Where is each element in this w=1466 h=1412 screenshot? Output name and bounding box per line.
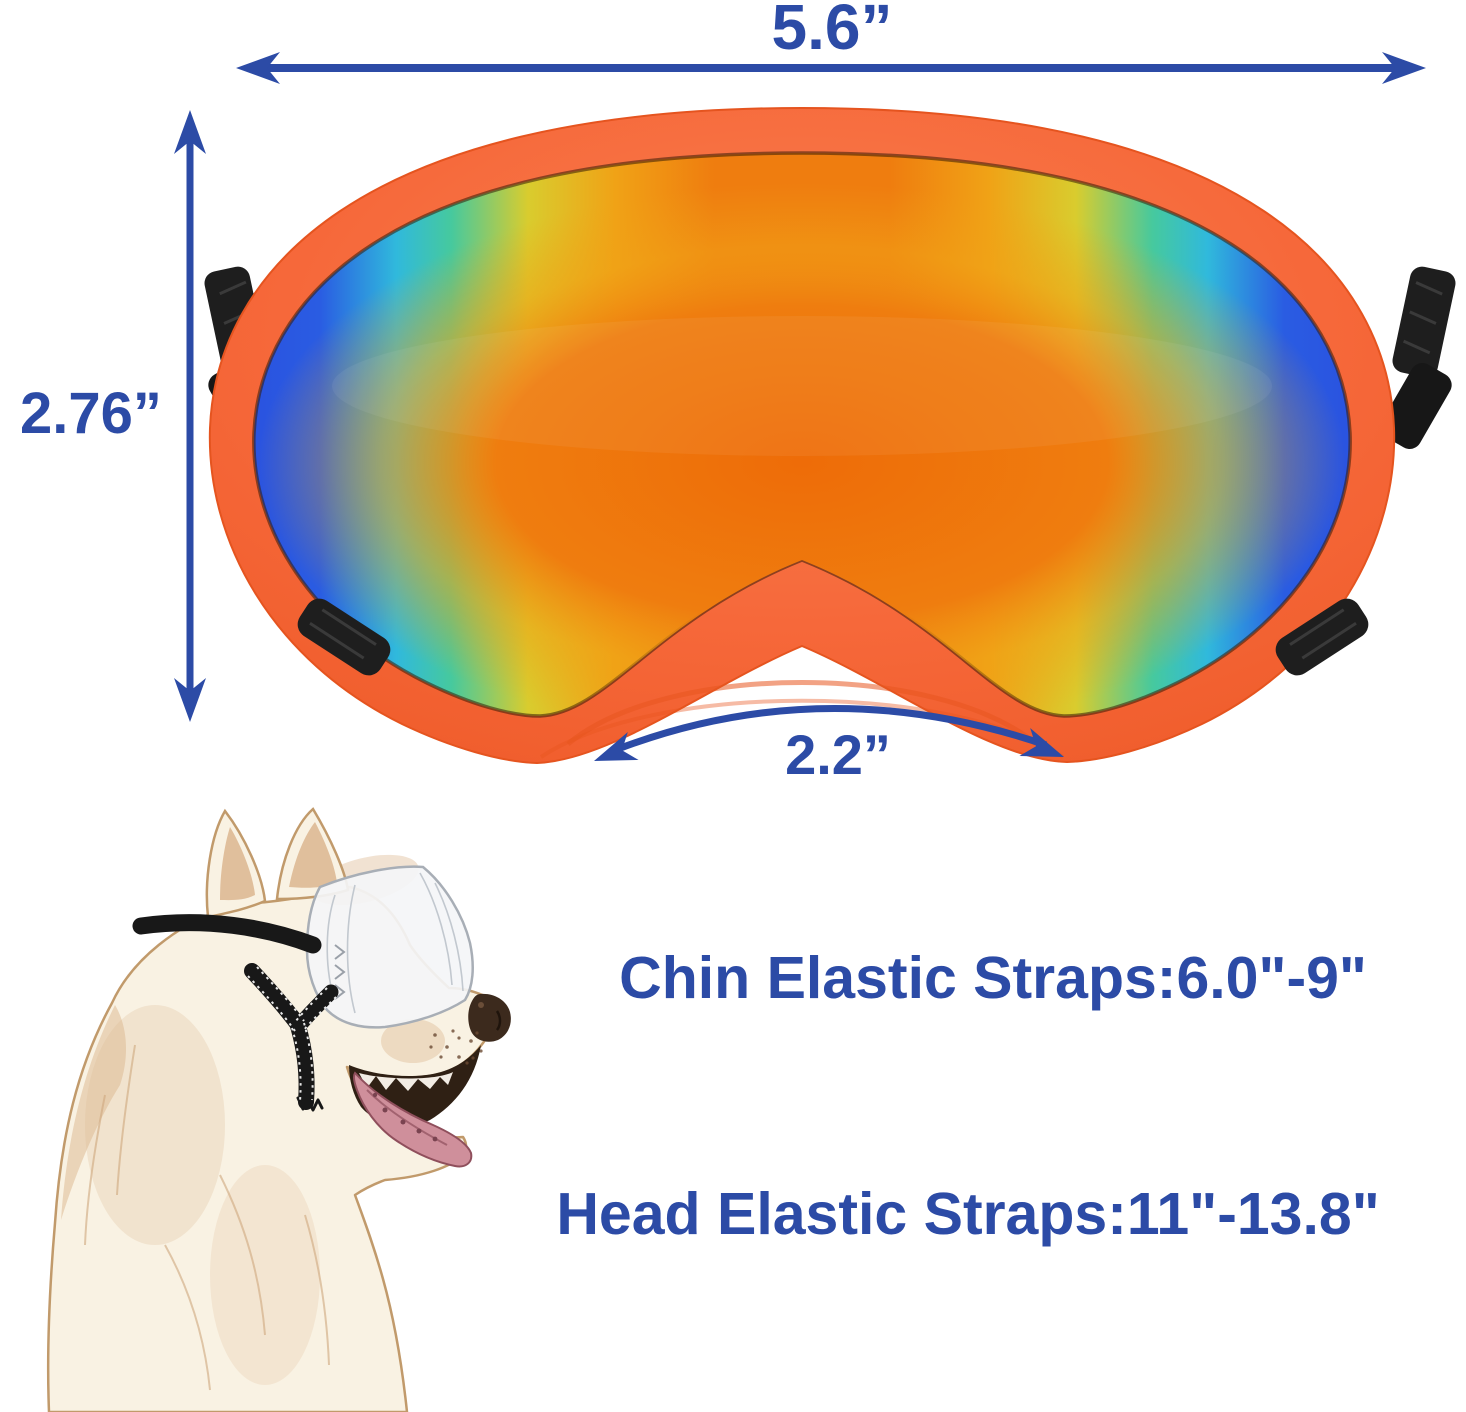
dog-tongue — [352, 1071, 473, 1168]
goggles-lens — [252, 151, 1352, 718]
goggles-illustration — [204, 106, 1456, 765]
chin-strap-spec-label: Chin Elastic Straps:6.0"-9" — [619, 945, 1367, 1011]
dog-ears — [205, 807, 350, 919]
muzzle-freckles — [429, 1029, 483, 1065]
height-arrow — [174, 110, 206, 722]
bridge-ridge — [566, 680, 1038, 746]
width-dimension-label: 5.6” — [771, 0, 893, 63]
dog-teeth — [359, 1072, 453, 1091]
head-strap-spec-label: Head Elastic Straps:11"-13.8" — [556, 1181, 1380, 1247]
bridge-arc-arrow — [594, 705, 1064, 761]
nose-bridge-dimension-label: 2.2” — [785, 723, 891, 786]
strap-clip-bottom-right — [1275, 598, 1369, 676]
strap-clip-bottom-left — [297, 598, 391, 676]
dog-straps — [132, 914, 339, 1112]
fur-strokes — [84, 1044, 330, 1391]
width-arrow — [236, 52, 1426, 84]
fur-patches — [61, 854, 445, 1385]
strap-fray — [296, 1096, 324, 1112]
dog-head-strap — [132, 914, 322, 954]
strap-stitching — [247, 966, 337, 1102]
height-dimension-label: 2.76” — [20, 381, 162, 446]
dog-nose — [468, 993, 511, 1042]
strap-clip-top-right — [1380, 266, 1456, 449]
dog-goggle — [305, 865, 474, 1029]
dog-chin-strap-lower — [290, 1018, 315, 1110]
dog-illustration — [47, 807, 511, 1412]
lens-sheen — [332, 316, 1272, 456]
goggle-vent — [334, 944, 346, 1000]
